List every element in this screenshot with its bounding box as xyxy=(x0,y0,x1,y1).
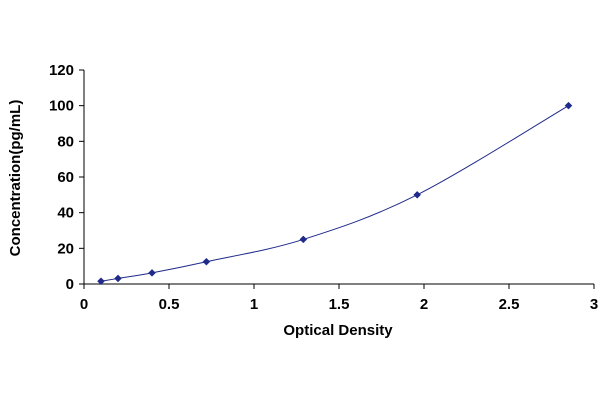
series-line xyxy=(100,105,569,282)
y-tick-label: 0 xyxy=(66,276,74,293)
data-point-marker xyxy=(413,190,422,199)
x-tick-label: 1 xyxy=(250,296,258,313)
data-point-marker xyxy=(97,277,105,286)
y-tick-label: 40 xyxy=(57,205,74,222)
x-axis-title: Optical Density xyxy=(283,322,393,339)
y-tick-label: 80 xyxy=(57,133,74,150)
y-tick-label: 100 xyxy=(49,98,74,115)
y-axis xyxy=(79,69,85,285)
data-point-marker xyxy=(148,269,156,277)
series-group xyxy=(97,101,573,286)
x-tick-labels: 0 0.5 1 1.5 2 2.5 3 xyxy=(80,296,598,313)
data-point-marker xyxy=(202,257,211,266)
x-tick-label: 2 xyxy=(420,296,428,313)
y-axis-title: Concentration(pg/mL) xyxy=(7,100,24,257)
x-tick-label: 0.5 xyxy=(159,296,180,313)
x-tick-label: 0 xyxy=(80,296,88,313)
x-axis xyxy=(83,283,595,289)
y-tick-label: 60 xyxy=(57,169,74,186)
x-tick-label: 3 xyxy=(590,296,598,313)
data-point-marker xyxy=(114,274,122,283)
y-tick-label: 20 xyxy=(57,240,74,257)
x-tick-label: 2.5 xyxy=(499,296,520,313)
data-point-marker xyxy=(564,101,573,110)
y-tick-label: 120 xyxy=(49,62,74,79)
y-tick-labels: 0 20 40 60 80 100 120 xyxy=(49,62,74,293)
x-tick-label: 1.5 xyxy=(329,296,350,313)
data-point-marker xyxy=(299,235,308,244)
